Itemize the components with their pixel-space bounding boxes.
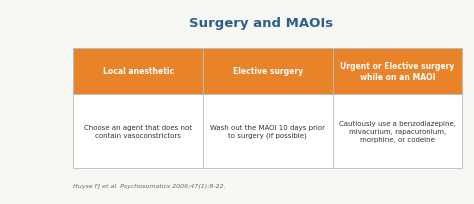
Bar bbox=[333, 49, 462, 94]
Bar bbox=[203, 94, 333, 168]
Text: Huyse FJ et al. Psychosomatics 2006;47(1):8-22.: Huyse FJ et al. Psychosomatics 2006;47(1… bbox=[73, 184, 226, 188]
Text: Local anesthetic: Local anesthetic bbox=[103, 67, 174, 76]
Text: Cautiously use a benzodiazepine,
mivacurium, rapacuronium,
morphine, or codeine: Cautiously use a benzodiazepine, mivacur… bbox=[339, 120, 456, 142]
Text: Choose an agent that does not
contain vasoconstrictors: Choose an agent that does not contain va… bbox=[84, 124, 192, 138]
Bar bbox=[73, 94, 203, 168]
Bar bbox=[203, 49, 333, 94]
Text: Surgery and MAOIs: Surgery and MAOIs bbox=[189, 17, 333, 30]
Text: Urgent or Elective surgery
while on an MAOI: Urgent or Elective surgery while on an M… bbox=[340, 62, 455, 82]
Bar bbox=[73, 49, 203, 94]
Bar bbox=[333, 94, 462, 168]
Text: Elective surgery: Elective surgery bbox=[233, 67, 303, 76]
Text: Wash out the MAOI 10 days prior
to surgery (if possible): Wash out the MAOI 10 days prior to surge… bbox=[210, 124, 325, 139]
